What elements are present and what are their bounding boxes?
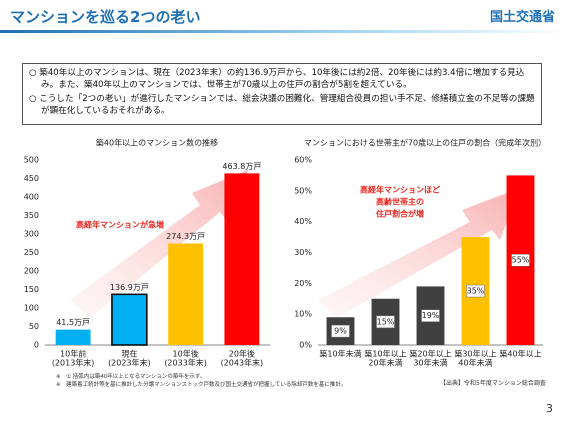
value-label-box	[331, 324, 350, 338]
x-tick-label: 40年未満	[458, 358, 492, 368]
y-tick-label: 60%	[294, 156, 312, 165]
x-tick-label: 20年未満	[368, 358, 402, 368]
y-tick-label: 450	[24, 174, 39, 183]
x-tick-label: 20年後	[229, 349, 255, 359]
y-tick-label: 20%	[294, 279, 312, 288]
y-tick-label: 30%	[294, 248, 312, 257]
x-tick-label: 築10年未満	[319, 349, 361, 359]
x-tick-label: 築10年以上	[364, 349, 406, 359]
bar	[224, 173, 260, 345]
y-tick-label: 50%	[294, 186, 312, 195]
value-label: 9%	[334, 327, 347, 336]
y-tick-label: 500	[24, 156, 39, 165]
y-tick-label: 300	[24, 230, 39, 239]
value-label: 55%	[512, 256, 530, 265]
annotation: 高齢世帯主の	[376, 197, 424, 207]
x-tick-label: (2043年末)	[221, 358, 264, 368]
y-tick-label: 200	[24, 267, 39, 276]
bar	[55, 329, 91, 345]
value-label-box	[511, 253, 530, 267]
value-label-box	[421, 309, 440, 322]
x-tick-label: 10年前	[60, 349, 86, 359]
x-tick-label: (2023年末)	[108, 358, 151, 368]
value-label-box	[466, 284, 485, 298]
slide-title: マンションを巡る2つの老い	[10, 8, 201, 26]
x-tick-label: (2033年末)	[164, 358, 207, 368]
x-tick-label: 築40年以上	[499, 349, 541, 359]
notes: ※ ① 括弧内は築40年以上となるマンションの築年を示す。 ※ 建築着工統計等を…	[56, 373, 346, 389]
bullet: ○ 築40年以上のマンションは、現在（2023年末）の約136.9万戸から、10…	[29, 68, 525, 90]
y-tick-label: 10%	[294, 310, 312, 319]
value-label: 463.8万戸	[222, 162, 261, 171]
value-label: 35%	[467, 287, 485, 296]
x-tick-label: 現在	[121, 349, 137, 359]
source: 【出典】令和5年度マンション総合調査	[440, 380, 546, 387]
logo: 国土交通省	[489, 10, 555, 25]
note: ※ ① 括弧内は築40年以上となるマンションの築年を示す。	[56, 374, 206, 380]
value-label: 19%	[422, 311, 440, 320]
annotation: 高経年マンションが急増	[76, 220, 164, 230]
annotation: 高経年マンションほど	[360, 185, 440, 195]
x-tick-label: 10年後	[173, 349, 199, 359]
value-label: 136.9万戸	[110, 283, 149, 292]
y-tick-label: 50	[29, 322, 39, 331]
header-rule	[0, 30, 567, 33]
bar	[111, 293, 148, 346]
summary-box: ○ 築40年以上のマンションは、現在（2023年末）の約136.9万戸から、10…	[22, 63, 542, 125]
chart-title: マンションにおける世帯主が70歳以上の住戸の割合（完成年次別）	[304, 138, 546, 148]
bar	[168, 243, 204, 345]
value-label-box	[376, 315, 395, 329]
x-tick-label: 30年未満	[413, 358, 447, 368]
y-tick-label: 100	[24, 304, 39, 313]
y-tick-label: 400	[24, 193, 39, 202]
y-tick-label: 350	[24, 211, 39, 220]
trend-arrow	[70, 170, 248, 318]
trend-arrow	[318, 188, 520, 318]
note: ※ 建築着工統計等を基に推計した分譲マンションストック戸数及び国土交通省が把握し…	[56, 382, 347, 388]
y-tick-label: 0	[34, 341, 39, 350]
chart-title: 築40年以上のマンション数の推移	[96, 138, 218, 148]
bullet: ○ こうした「2つの老い」が進行したマンションでは、総会決議の困難化、管理組合役…	[29, 94, 535, 116]
value-label: 274.3万戸	[166, 232, 205, 241]
y-tick-label: 150	[24, 285, 39, 294]
value-label: 41.5万戸	[56, 318, 90, 327]
value-label: 15%	[377, 317, 395, 326]
y-tick-label: 250	[24, 248, 39, 257]
x-tick-label: (2013年末)	[52, 358, 95, 368]
annotation: 住戸割合が増	[376, 209, 424, 219]
y-tick-label: 40%	[294, 217, 312, 226]
x-tick-label: 築20年以上	[409, 349, 451, 359]
x-tick-label: 築30年以上	[454, 349, 496, 359]
y-tick-label: 0%	[299, 341, 312, 350]
page-number: 3	[546, 402, 553, 415]
